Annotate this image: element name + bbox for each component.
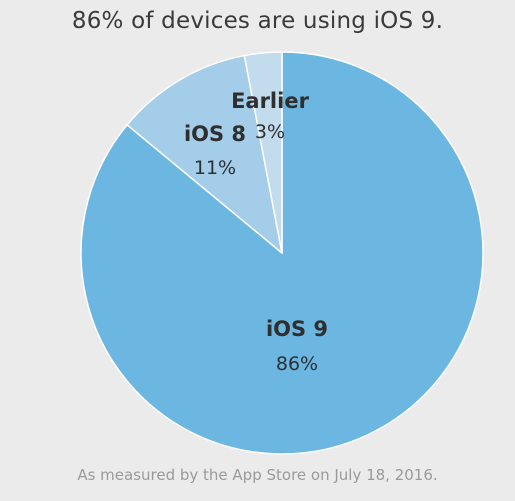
chart-title: 86% of devices are using iOS 9.: [71, 8, 444, 34]
slice-value-ios-8: 11%: [194, 157, 236, 179]
slice-label-ios-9: iOS 9: [266, 317, 328, 341]
slice-value-earlier: 3%: [255, 121, 285, 143]
chart-footnote: As measured by the App Store on July 18,…: [77, 466, 438, 484]
slice-label-earlier: Earlier: [231, 89, 310, 113]
pie-slice-ios-8: [126, 54, 283, 254]
pie-slice-earlier: [243, 51, 283, 254]
slice-label-ios-8: iOS 8: [184, 122, 246, 146]
slice-value-ios-9: 86%: [276, 353, 318, 375]
